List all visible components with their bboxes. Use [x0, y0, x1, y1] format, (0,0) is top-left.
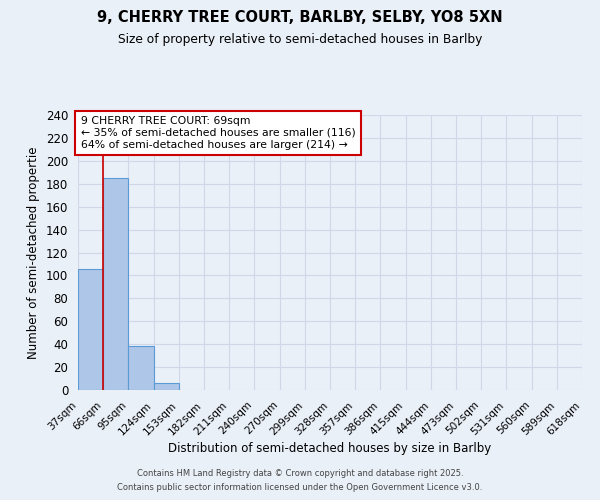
Text: Size of property relative to semi-detached houses in Barlby: Size of property relative to semi-detach… [118, 32, 482, 46]
X-axis label: Distribution of semi-detached houses by size in Barlby: Distribution of semi-detached houses by … [169, 442, 491, 455]
Bar [103, 178, 128, 390]
Bar [154, 383, 179, 390]
Text: Contains public sector information licensed under the Open Government Licence v3: Contains public sector information licen… [118, 484, 482, 492]
Y-axis label: Number of semi-detached propertie: Number of semi-detached propertie [28, 146, 40, 359]
Text: 9, CHERRY TREE COURT, BARLBY, SELBY, YO8 5XN: 9, CHERRY TREE COURT, BARLBY, SELBY, YO8… [97, 10, 503, 25]
Text: 9 CHERRY TREE COURT: 69sqm
← 35% of semi-detached houses are smaller (116)
64% o: 9 CHERRY TREE COURT: 69sqm ← 35% of semi… [80, 116, 355, 150]
Bar [78, 268, 103, 390]
Bar [128, 346, 154, 390]
Text: Contains HM Land Registry data © Crown copyright and database right 2025.: Contains HM Land Registry data © Crown c… [137, 468, 463, 477]
